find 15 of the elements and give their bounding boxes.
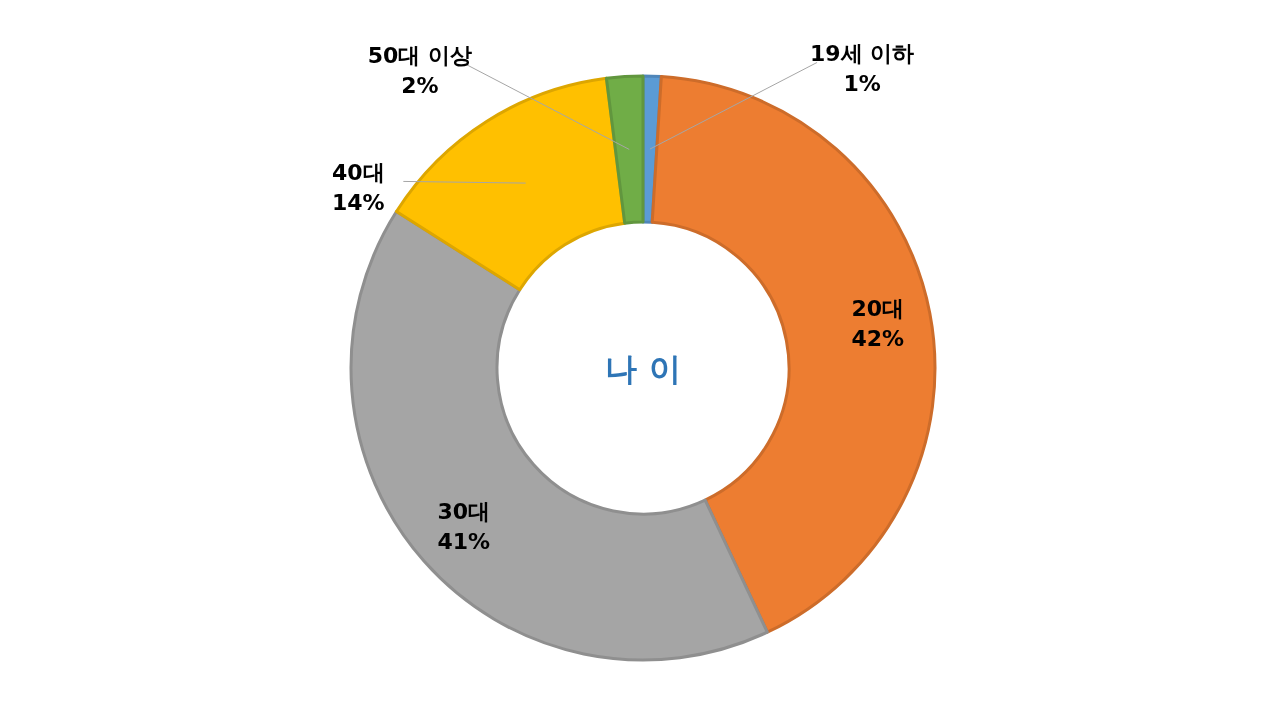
text: 나 이: [605, 350, 681, 388]
slice-label: 40대: [332, 160, 385, 186]
data-label: 14%: [332, 190, 385, 216]
data-label: 2%: [401, 72, 439, 98]
data-label: 41%: [437, 529, 491, 555]
slice-label: 19세 이하: [809, 41, 915, 67]
donut-slice: [604, 74, 645, 225]
slice-label: 30대: [437, 499, 491, 525]
data-label: 1%: [843, 71, 881, 97]
donut-slice: [650, 75, 937, 634]
donut-slice: [394, 76, 627, 292]
slice-label: 20대: [851, 296, 905, 322]
slice-label: 50대 이상: [367, 42, 472, 68]
donut-slice: [349, 210, 769, 662]
data-label: 42%: [851, 326, 905, 352]
